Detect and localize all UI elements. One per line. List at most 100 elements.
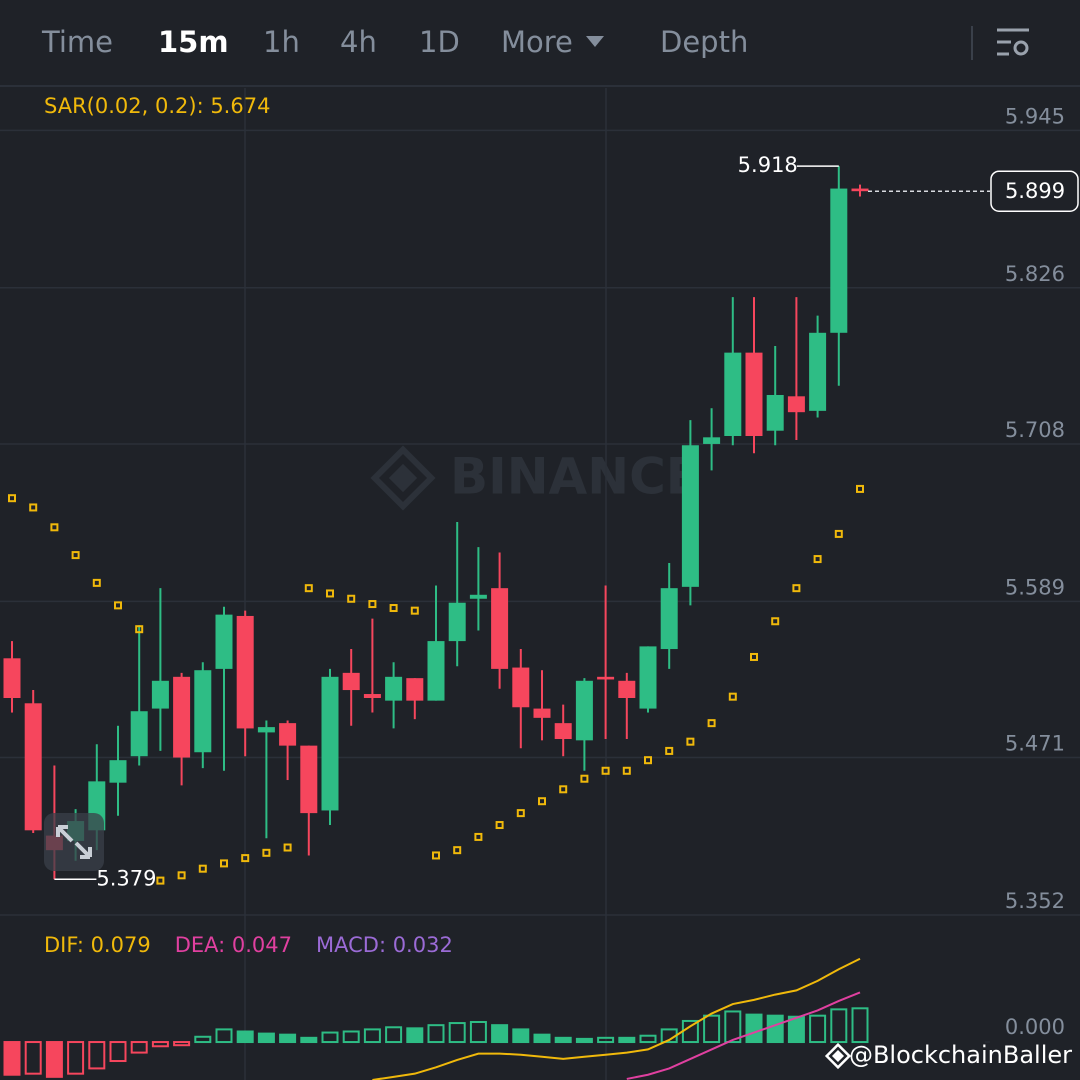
candle-body xyxy=(406,678,424,701)
sar-dot xyxy=(50,523,59,532)
macd-line xyxy=(626,991,861,1080)
macd-bar xyxy=(406,1027,424,1044)
macd-bar xyxy=(766,1014,784,1044)
macd-bar xyxy=(363,1028,381,1044)
sar-dot xyxy=(771,617,780,626)
macd-bar xyxy=(24,1041,42,1075)
macd-bar xyxy=(321,1031,339,1044)
legend-entry: MACD: 0.032 xyxy=(316,933,453,957)
sar-dot xyxy=(580,774,589,783)
sar-dot xyxy=(622,766,631,775)
sar-dot xyxy=(834,529,843,538)
sar-dot xyxy=(304,584,313,593)
macd-bar xyxy=(533,1033,551,1044)
macd-bar xyxy=(385,1026,403,1044)
settings-icon[interactable] xyxy=(997,28,1029,56)
candle-body xyxy=(660,588,678,650)
sar-dot xyxy=(29,503,38,512)
sar-dot xyxy=(220,859,228,868)
current-price-label: 5.899 xyxy=(1005,179,1065,203)
candle-body xyxy=(745,352,763,437)
sar-dot xyxy=(389,604,398,613)
macd-bar xyxy=(809,1014,827,1044)
watermark-text: BINANCE xyxy=(450,448,700,506)
candle-body xyxy=(766,394,784,431)
candle-body xyxy=(109,760,127,783)
sar-dot xyxy=(813,555,822,564)
legend-entry: DEA: 0.047 xyxy=(175,933,292,957)
macd-bar xyxy=(618,1036,636,1044)
tab[interactable]: More xyxy=(501,25,573,59)
candle-body xyxy=(300,745,318,814)
price-panel: 5.352 5.471 5.589 5.708 5.826 5.945 SAR(0.02, … xyxy=(3,94,1079,913)
tab[interactable]: 4h xyxy=(340,25,377,59)
sar-dot xyxy=(262,848,271,857)
candle-body xyxy=(703,437,721,444)
macd-bar xyxy=(575,1037,593,1044)
candle-body xyxy=(787,396,805,413)
sar-dot xyxy=(156,876,165,885)
candle-body xyxy=(279,723,297,746)
current-price-box xyxy=(990,170,1079,212)
y-tick-label: 5.708 xyxy=(1005,418,1065,442)
candle-body xyxy=(215,614,233,669)
macd-bar xyxy=(173,1041,191,1047)
macd-bar xyxy=(703,1014,721,1044)
candle-body xyxy=(194,670,212,753)
macd-panel: 0.000 DIF: 0.079 DEA: 0.047 MACD: 0.032 xyxy=(3,933,1065,1080)
sar-dot xyxy=(601,766,610,775)
sar-dot xyxy=(750,652,758,661)
macd-bar xyxy=(236,1030,254,1044)
sar-dot xyxy=(728,692,737,701)
candle-body xyxy=(851,188,869,192)
indicator-legend: SAR(0.02, 0.2): 5.674 xyxy=(44,94,270,118)
sar-dot xyxy=(665,746,674,755)
sar-dot xyxy=(283,843,292,852)
sar-dot xyxy=(135,625,144,634)
macd-bar xyxy=(257,1032,275,1044)
tab[interactable]: Time xyxy=(41,25,113,59)
sar-dot xyxy=(707,719,716,728)
sar-dot xyxy=(347,594,356,603)
high-label: 5.918 xyxy=(738,153,798,177)
candle-body xyxy=(491,588,509,669)
sar-dot xyxy=(792,584,801,593)
y-tick-label: 5.589 xyxy=(1005,575,1065,599)
macd-bar xyxy=(851,1007,869,1044)
y-tick-label: 5.945 xyxy=(1005,104,1065,128)
sar-dot xyxy=(453,846,462,855)
macd-bar xyxy=(597,1036,615,1044)
macd-bar xyxy=(512,1028,530,1044)
macd-bar xyxy=(745,1013,763,1044)
tab[interactable]: 1h xyxy=(263,25,300,59)
candles xyxy=(3,166,869,885)
candle-body xyxy=(554,723,572,740)
sar-dot xyxy=(686,737,695,746)
macd-bar xyxy=(109,1041,127,1063)
macd-bar xyxy=(469,1021,487,1044)
sar-dot xyxy=(538,797,546,806)
legend-entry: DIF: 0.079 xyxy=(44,933,151,957)
tab[interactable]: 15m xyxy=(158,25,229,59)
candle-body xyxy=(597,676,615,680)
tab[interactable]: Depth xyxy=(660,25,748,59)
candle-body xyxy=(151,680,169,709)
candle-body xyxy=(639,646,657,709)
candle-body xyxy=(724,352,742,437)
candle-body xyxy=(427,641,445,701)
candle-body xyxy=(618,680,636,698)
macd-bar xyxy=(45,1041,63,1078)
sar-dot xyxy=(177,871,186,880)
sar-dot xyxy=(114,601,122,610)
candle-body xyxy=(257,727,275,733)
candle-body xyxy=(385,676,403,701)
candle-body xyxy=(363,694,381,698)
y-tick-label: 0.000 xyxy=(1005,1015,1065,1039)
sar-dot xyxy=(474,832,483,841)
macd-bar xyxy=(448,1022,466,1044)
expand-icon[interactable] xyxy=(44,813,104,871)
macd-bar xyxy=(342,1030,360,1044)
tab[interactable]: 1D xyxy=(419,25,460,59)
candle-body xyxy=(321,676,339,811)
sar-dot xyxy=(559,785,568,794)
